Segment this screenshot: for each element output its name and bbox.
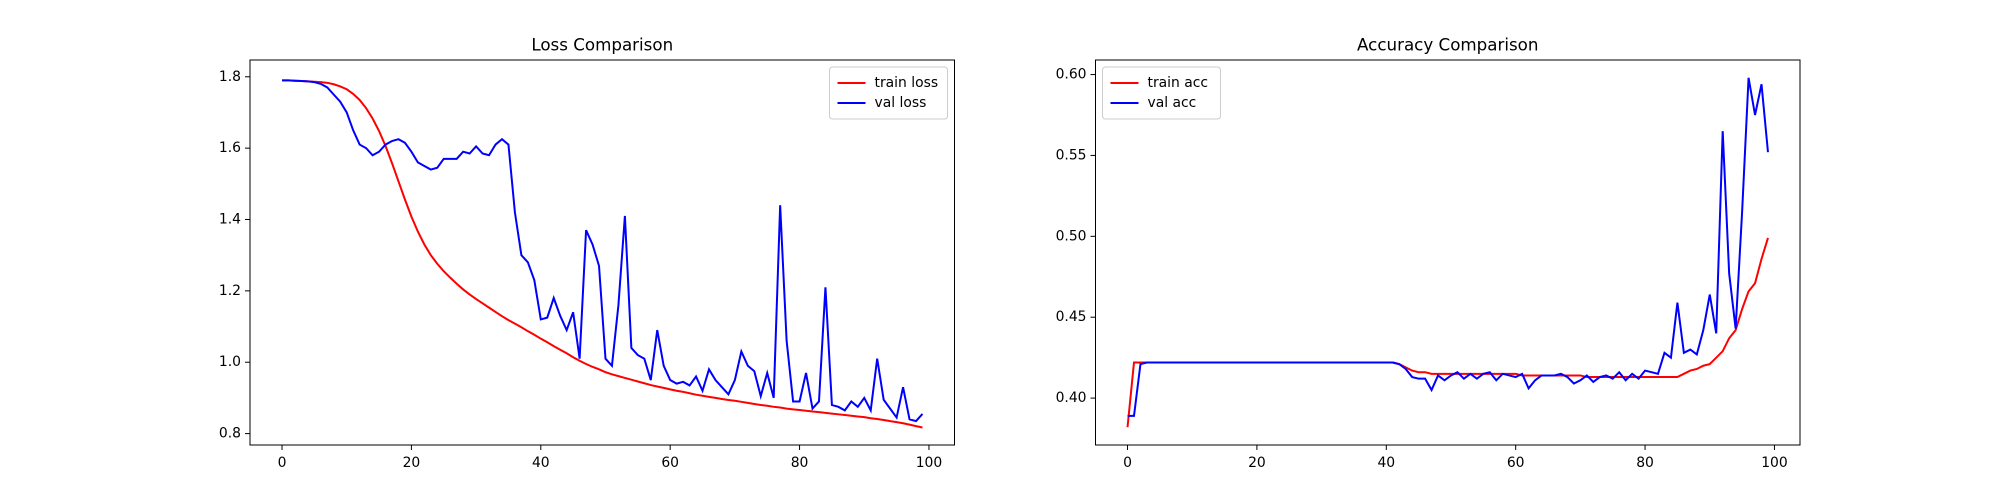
x-tick-label: 60 bbox=[1507, 455, 1525, 471]
axes-frame bbox=[1095, 59, 1801, 446]
x-tick-label: 0 bbox=[278, 455, 287, 471]
y-tick-label: 0.40 bbox=[1056, 390, 1087, 406]
x-tick-label: 40 bbox=[532, 455, 550, 471]
legend-label: train acc bbox=[1148, 75, 1209, 91]
y-tick-label: 0.55 bbox=[1056, 147, 1087, 163]
y-tick-label: 1.8 bbox=[219, 69, 241, 85]
x-tick-label: 20 bbox=[1248, 455, 1266, 471]
y-tick-label: 1.6 bbox=[219, 140, 241, 156]
line-series bbox=[1126, 237, 1769, 428]
x-tick-label: 40 bbox=[1377, 455, 1395, 471]
axes-frame bbox=[249, 59, 955, 446]
x-tick-label: 100 bbox=[916, 455, 943, 471]
x-tick-label: 80 bbox=[791, 455, 809, 471]
y-tick-label: 0.8 bbox=[219, 426, 241, 442]
line-series bbox=[282, 79, 924, 423]
legend-label: val acc bbox=[1148, 95, 1197, 111]
line-series bbox=[282, 79, 923, 429]
chart-title: Accuracy Comparison bbox=[1357, 35, 1538, 55]
legend-label: train loss bbox=[875, 75, 939, 91]
y-tick-label: 0.60 bbox=[1056, 67, 1087, 83]
y-tick-label: 0.45 bbox=[1056, 309, 1087, 325]
legend-label: val loss bbox=[875, 95, 927, 111]
legend-box bbox=[829, 66, 948, 120]
y-tick-label: 0.50 bbox=[1056, 228, 1087, 244]
x-tick-label: 80 bbox=[1636, 455, 1654, 471]
y-tick-label: 1.2 bbox=[219, 283, 241, 299]
legend-box bbox=[1102, 66, 1221, 120]
x-tick-label: 20 bbox=[403, 455, 421, 471]
x-tick-label: 100 bbox=[1761, 455, 1788, 471]
y-tick-label: 1.0 bbox=[219, 354, 241, 370]
x-tick-label: 0 bbox=[1123, 455, 1132, 471]
y-tick-label: 1.4 bbox=[219, 211, 241, 227]
x-tick-label: 60 bbox=[661, 455, 679, 471]
chart-title: Loss Comparison bbox=[531, 35, 673, 55]
line-series bbox=[1127, 77, 1769, 417]
